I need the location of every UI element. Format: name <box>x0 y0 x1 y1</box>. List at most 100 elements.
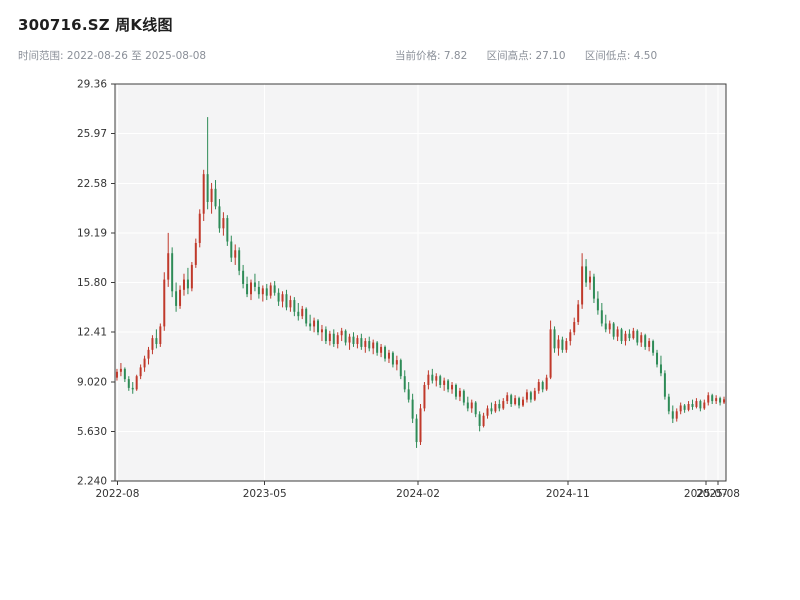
candle-body <box>470 402 473 409</box>
candle-body <box>238 250 241 271</box>
candle-body <box>297 311 300 317</box>
candle-body <box>167 253 170 280</box>
candle-body <box>289 300 292 308</box>
candle-body <box>691 404 694 407</box>
candle-body <box>628 333 631 339</box>
candle-body <box>340 330 343 336</box>
y-tick-label: 15.80 <box>77 277 107 289</box>
candle-body <box>683 405 686 410</box>
candle-body <box>600 310 603 324</box>
candle-body <box>403 376 406 390</box>
candle-body <box>557 339 560 349</box>
candle-body <box>175 291 178 306</box>
candle-body <box>585 266 588 283</box>
candle-body <box>486 408 489 416</box>
candle-body <box>502 401 505 409</box>
candle-body <box>644 335 647 347</box>
candle-body <box>612 323 615 337</box>
candle-body <box>423 384 426 409</box>
candle-body <box>687 404 690 410</box>
candle-body <box>159 326 162 344</box>
candle-body <box>565 341 568 350</box>
candle-body <box>577 304 580 323</box>
candle-body <box>632 330 635 339</box>
candle-body <box>663 373 666 397</box>
candle-body <box>636 330 639 343</box>
candle-body <box>494 404 497 412</box>
candle-body <box>348 336 351 343</box>
x-tick-label: 2025-07 <box>684 488 728 500</box>
candle-body <box>573 322 576 333</box>
candle-body <box>179 289 182 306</box>
candle-body <box>589 276 592 283</box>
candle-body <box>368 341 371 349</box>
candle-body <box>269 285 272 296</box>
price-stats: 当前价格: 7.82 区间高点: 27.10 区间低点: 4.50 <box>395 48 673 63</box>
candle-body <box>569 332 572 342</box>
candle-body <box>624 333 627 342</box>
candle-body <box>581 266 584 305</box>
candle-body <box>202 174 205 214</box>
candle-body <box>679 405 682 412</box>
candle-body <box>419 408 422 443</box>
y-tick-label: 12.41 <box>77 327 107 339</box>
candle-body <box>131 387 134 390</box>
candle-body <box>265 288 268 296</box>
candle-body <box>198 213 201 243</box>
candle-body <box>376 342 379 353</box>
candle-body <box>707 395 710 403</box>
candle-body <box>596 298 599 311</box>
candle-body <box>715 398 718 402</box>
candle-body <box>384 346 387 359</box>
candle-body <box>372 342 375 349</box>
candle-body <box>281 294 284 302</box>
candle-body <box>699 401 702 409</box>
candle-body <box>115 371 118 378</box>
candle-body <box>261 288 264 295</box>
candle-body <box>431 374 434 381</box>
candle-body <box>514 398 517 405</box>
current-price-label: 当前价格: 7.82 <box>395 50 468 62</box>
candle-body <box>454 384 457 397</box>
candle-body <box>561 339 564 350</box>
candle-body <box>257 286 260 295</box>
candle-body <box>380 346 383 353</box>
candle-body <box>332 333 335 344</box>
candle-body <box>675 411 678 419</box>
candle-body <box>510 395 513 405</box>
candle-body <box>703 402 706 409</box>
candle-body <box>285 294 288 308</box>
candle-body <box>640 335 643 343</box>
y-tick-label: 2.240 <box>77 476 107 488</box>
candle-body <box>336 335 339 344</box>
candle-body <box>230 241 233 258</box>
candle-body <box>443 380 446 385</box>
candle-body <box>447 380 450 390</box>
candle-body <box>498 404 501 409</box>
y-tick-label: 19.19 <box>77 227 107 239</box>
candle-body <box>648 341 651 347</box>
candle-body <box>608 323 611 330</box>
candle-body <box>478 414 481 426</box>
candle-body <box>518 398 521 406</box>
candle-body <box>695 401 698 407</box>
candle-body <box>305 308 308 324</box>
candle-body <box>155 338 158 344</box>
candle-body <box>190 264 193 289</box>
candle-body <box>458 390 461 397</box>
candle-body <box>123 368 126 380</box>
candle-body <box>671 411 674 419</box>
candle-body <box>127 379 130 388</box>
candle-body <box>537 382 540 391</box>
candle-body <box>249 282 252 295</box>
candle-body <box>344 330 347 343</box>
candle-body <box>273 285 276 293</box>
candle-body <box>525 392 528 400</box>
candle-body <box>604 323 607 330</box>
y-tick-label: 9.020 <box>77 376 107 388</box>
candle-body <box>553 329 556 349</box>
candle-body <box>234 250 237 258</box>
meta-row: 时间范围: 2022-08-26 至 2025-08-08 当前价格: 7.82… <box>0 48 800 64</box>
